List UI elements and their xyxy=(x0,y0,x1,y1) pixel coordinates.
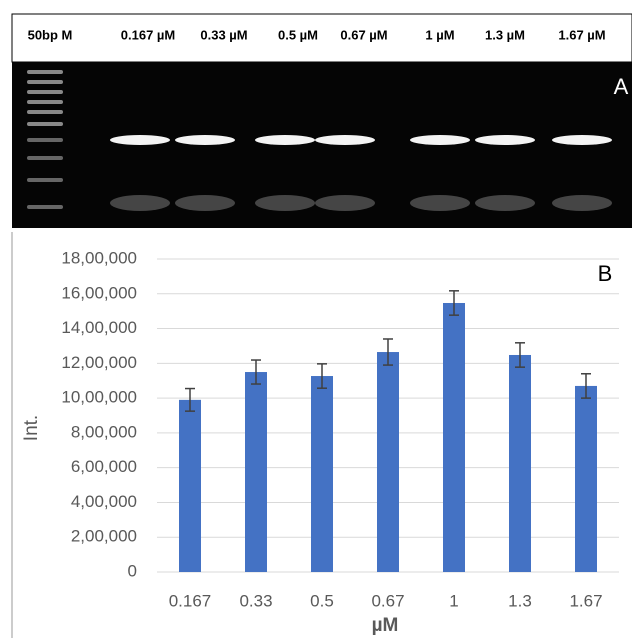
bar xyxy=(245,372,267,572)
x-tick-label: 1.67 xyxy=(569,591,602,610)
dna-band xyxy=(110,135,170,145)
ladder-band xyxy=(27,90,63,94)
dna-band xyxy=(315,195,375,211)
bar xyxy=(311,376,333,572)
dna-band xyxy=(475,195,535,211)
ladder-band xyxy=(27,156,63,160)
y-tick-label: 14,00,000 xyxy=(61,318,137,337)
lane-label: 1 µM xyxy=(425,27,454,42)
dna-band xyxy=(552,195,612,211)
y-tick-label: 0 xyxy=(128,561,137,580)
dna-band xyxy=(175,195,235,211)
dna-band xyxy=(110,195,170,211)
ladder-band xyxy=(27,80,63,84)
ladder-band xyxy=(27,178,63,182)
panel-label: B xyxy=(598,261,613,286)
lane-label: 50bp M xyxy=(28,27,73,42)
bar xyxy=(179,400,201,572)
x-tick-label: 0.67 xyxy=(371,591,404,610)
x-tick-label: 0.5 xyxy=(310,591,334,610)
panel-label: A xyxy=(614,74,629,99)
page: A B µM Int. 50bp M 0.167 µM 0.33 µM 0.5 µM 0… xyxy=(0,0,632,638)
figure: A B µM Int. 50bp M 0.167 µM 0.33 µM 0.5 µM 0… xyxy=(0,0,632,638)
lane-label: 0.5 µM xyxy=(278,27,318,42)
lane-label: 0.67 µM xyxy=(340,27,387,42)
dna-band xyxy=(410,195,470,211)
x-tick-label: 1.3 xyxy=(508,591,532,610)
x-tick-label: 1 xyxy=(449,591,458,610)
dna-band xyxy=(255,135,315,145)
bar xyxy=(509,355,531,572)
dna-band xyxy=(315,135,375,145)
ladder-band xyxy=(27,100,63,104)
y-tick-label: 16,00,000 xyxy=(61,283,137,302)
dna-band xyxy=(410,135,470,145)
ladder-band xyxy=(27,138,63,142)
x-axis-label: µM xyxy=(372,615,399,636)
lane-header xyxy=(12,14,632,62)
y-tick-label: 18,00,000 xyxy=(61,248,137,267)
y-tick-label: 4,00,000 xyxy=(71,492,137,511)
lane-label: 0.33 µM xyxy=(200,27,247,42)
y-tick-label: 2,00,000 xyxy=(71,527,137,546)
dna-band xyxy=(552,135,612,145)
lane-label: 1.3 µM xyxy=(485,27,525,42)
ladder-band xyxy=(27,110,63,114)
bar xyxy=(575,386,597,572)
dna-band xyxy=(175,135,235,145)
ladder-band xyxy=(27,122,63,126)
ladder-band xyxy=(27,205,63,209)
dna-band xyxy=(255,195,315,211)
y-tick-label: 12,00,000 xyxy=(61,353,137,372)
x-tick-label: 0.33 xyxy=(239,591,272,610)
y-axis-label: Int. xyxy=(21,415,42,441)
y-tick-label: 10,00,000 xyxy=(61,388,137,407)
ladder-band xyxy=(27,70,63,74)
dna-band xyxy=(475,135,535,145)
x-tick-label: 0.167 xyxy=(169,591,212,610)
bar xyxy=(377,352,399,572)
lane-label: 0.167 µM xyxy=(121,27,175,42)
y-tick-label: 8,00,000 xyxy=(71,422,137,441)
y-tick-label: 6,00,000 xyxy=(71,457,137,476)
lane-label: 1.67 µM xyxy=(558,27,605,42)
bar xyxy=(443,303,465,572)
